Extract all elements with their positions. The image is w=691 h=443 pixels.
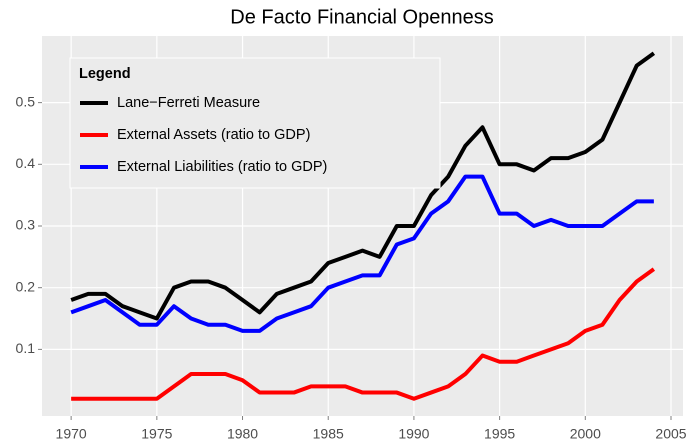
series-line (71, 267, 656, 401)
series-line (70, 174, 654, 333)
lines (70, 51, 656, 401)
x-tick-label: 1980 (227, 426, 258, 442)
y-tick-label: 0.3 (16, 217, 36, 233)
x-tick-label: 1990 (398, 426, 429, 442)
y-tick-label: 0.2 (16, 278, 36, 294)
legend: Legend Lane−Ferreti Measure External Asset… (69, 57, 441, 189)
series-line (70, 51, 656, 321)
legend-label: External Assets (ratio to GDP) (117, 127, 310, 143)
x-tick-label: 1985 (313, 426, 344, 442)
legend-label: External Liabilities (ratio to GDP) (117, 159, 327, 175)
y-tick-label: 0.1 (16, 340, 36, 356)
legend-box (69, 57, 441, 189)
legend-title: Legend (79, 66, 131, 82)
x-tick-label: 1970 (56, 426, 87, 442)
x-tick-label: 2005 (655, 426, 686, 442)
y-tick-label: 0.5 (16, 93, 36, 109)
y-tick-label: 0.4 (16, 155, 36, 171)
x-tick-label: 2000 (570, 426, 601, 442)
x-tick-label: 1995 (484, 426, 515, 442)
x-tick-label: 1975 (141, 426, 172, 442)
legend-label: Lane−Ferreti Measure (117, 95, 260, 111)
chart-title: De Facto Financial Openness (230, 6, 493, 28)
